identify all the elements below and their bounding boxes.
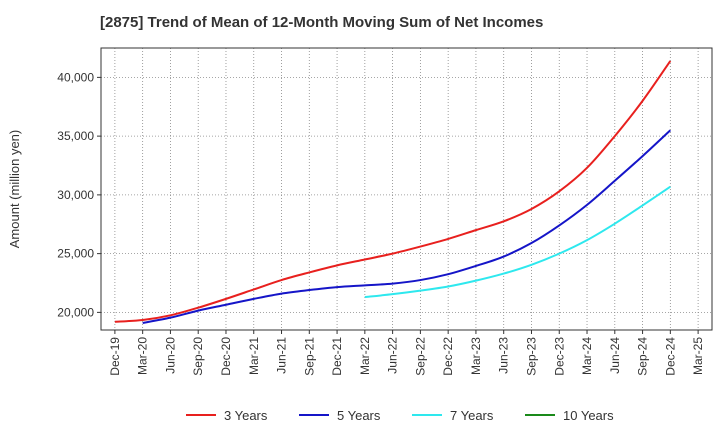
x-tick-label: Jun-24 [608,337,622,374]
y-tick-label: 40,000 [57,70,94,84]
legend-label-5-years: 5 Years [337,408,381,423]
x-tick-label: Dec-21 [330,337,344,376]
series-line-3-years [114,60,672,323]
y-tick-label: 35,000 [57,129,94,143]
legend-label-7-years: 7 Years [450,408,494,423]
y-tick-label: 20,000 [57,305,94,319]
x-tick-label: Dec-19 [108,337,122,376]
plot-frame [100,47,713,331]
x-tick-label: Mar-23 [469,337,483,375]
x-tick-label: Sep-21 [302,337,316,376]
x-tick-label: Mar-20 [136,337,150,375]
x-tick-label: Sep-24 [636,337,650,376]
x-tick-label: Jun-21 [275,337,289,374]
series-line-7-years [364,185,671,299]
y-tick-label: 30,000 [57,188,94,202]
x-tick-label: Sep-22 [413,337,427,376]
x-tick-label: Dec-24 [663,337,677,376]
x-tick-label: Sep-23 [524,337,538,376]
x-tick-label: Mar-25 [691,337,705,375]
x-tick-label: Jun-20 [163,337,177,374]
x-tick-label: Dec-20 [219,337,233,376]
x-tick-label: Dec-23 [552,337,566,376]
x-tick-label: Mar-21 [247,337,261,375]
legend-label-10-years: 10 Years [563,408,614,423]
legend-label-3-years: 3 Years [224,408,268,423]
y-axis-label: Amount (million yen) [7,130,22,249]
x-tick-label: Sep-20 [191,337,205,376]
x-tick-label: Jun-22 [386,337,400,374]
x-tick-label: Dec-22 [441,337,455,376]
x-tick-label: Mar-24 [580,337,594,375]
y-tick-label: 25,000 [57,247,94,261]
x-tick-label: Mar-22 [358,337,372,375]
x-tick-label: Jun-23 [497,337,511,374]
series-line-5-years [142,129,672,324]
chart-title: [2875] Trend of Mean of 12-Month Moving … [100,14,544,31]
